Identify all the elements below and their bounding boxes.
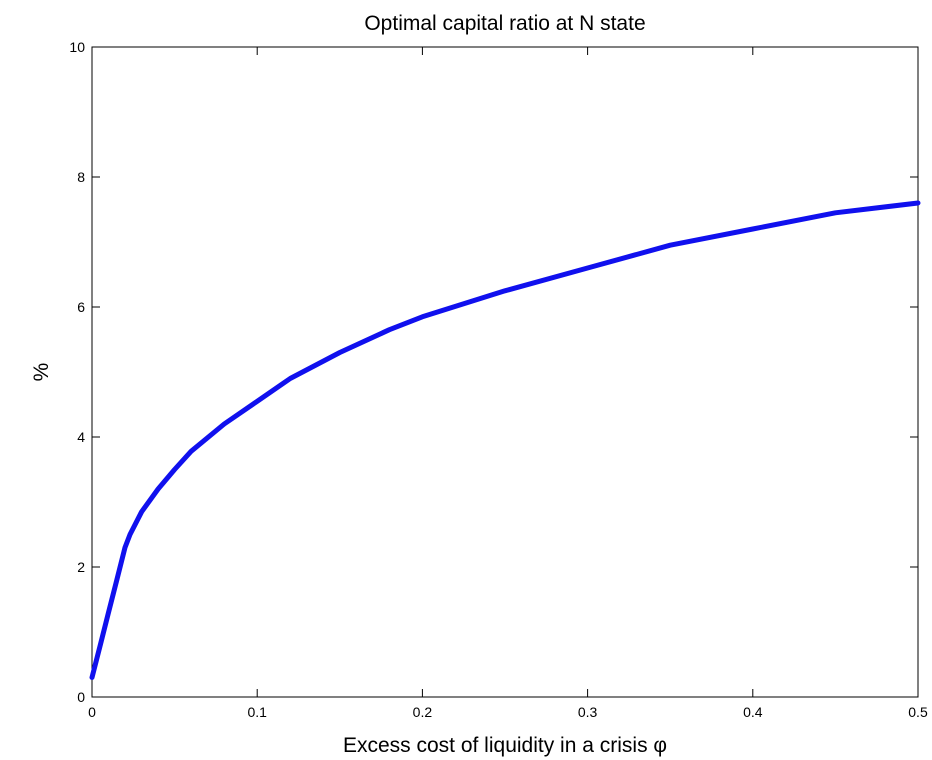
chart-title: Optimal capital ratio at N state [364, 12, 645, 35]
x-axis-title: Excess cost of liquidity in a crisis φ [343, 734, 667, 757]
y-tick-label: 6 [77, 299, 85, 315]
x-tick-label: 0.5 [908, 704, 928, 720]
y-axis-title: % [30, 363, 53, 382]
x-tick-label: 0.4 [743, 704, 763, 720]
x-tick-label: 0 [88, 704, 96, 720]
y-tick-label: 10 [69, 39, 85, 55]
x-tick-label: 0.3 [578, 704, 598, 720]
y-tick-label: 2 [77, 559, 85, 575]
series-layer [89, 200, 921, 680]
plot-frame [91, 46, 919, 698]
x-tick-label: 0.1 [247, 704, 267, 720]
y-tick-label: 0 [77, 689, 85, 705]
ticks: 0 0.1 0.2 0.3 0.4 0.5 0 2 4 6 8 10 [69, 39, 928, 720]
y-tick-label: 4 [77, 429, 85, 445]
x-tick-label: 0.2 [413, 704, 433, 720]
y-tick-label: 8 [77, 169, 85, 185]
series-line [89, 200, 921, 680]
